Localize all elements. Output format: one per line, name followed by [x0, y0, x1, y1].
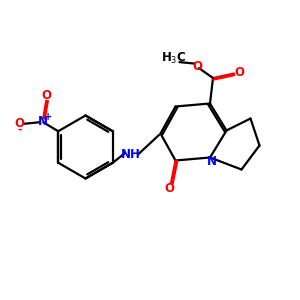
Text: O: O: [192, 60, 203, 73]
Text: O: O: [14, 117, 24, 130]
Text: NH: NH: [121, 148, 140, 161]
Text: O: O: [42, 89, 52, 102]
Text: O: O: [234, 66, 244, 79]
Text: O: O: [164, 182, 175, 196]
Text: +: +: [44, 112, 52, 122]
Text: N: N: [38, 115, 48, 128]
Text: N: N: [206, 154, 217, 168]
Text: H$_3$C: H$_3$C: [161, 51, 186, 66]
Text: -: -: [17, 125, 22, 135]
